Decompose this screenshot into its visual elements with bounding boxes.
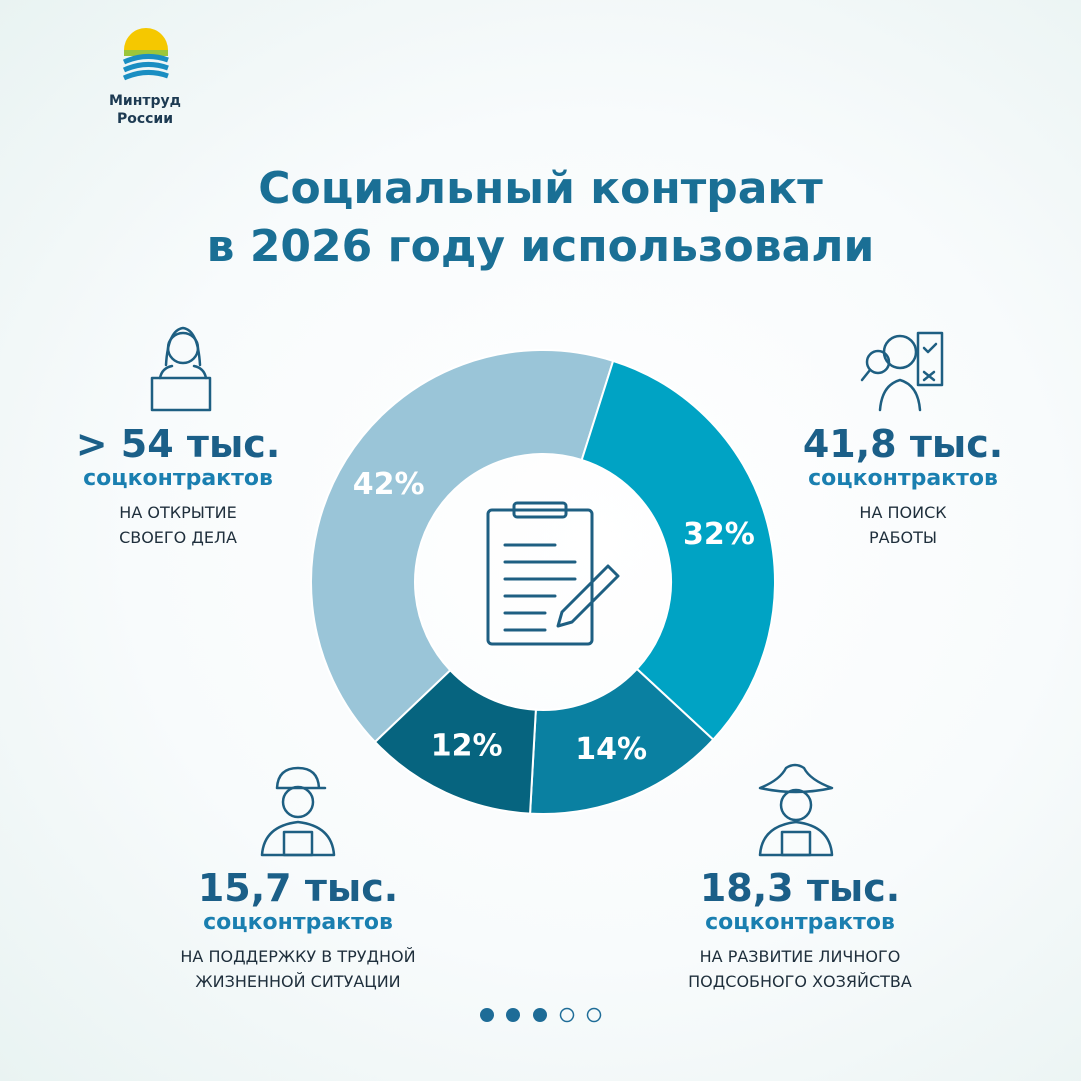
title-line: Социальный контракт bbox=[258, 163, 823, 214]
job-search-icon bbox=[860, 331, 944, 412]
callout: 15,7 тыс. соцконтрактов НА ПОДДЕРЖКУ В ТРУ… bbox=[118, 866, 478, 994]
amount: 15,7 тыс. bbox=[197, 866, 399, 910]
value-label: 12% bbox=[431, 729, 503, 764]
value-label: 14% bbox=[575, 732, 647, 767]
purpose-line: НА ПОИСК bbox=[859, 503, 947, 522]
logo-mark bbox=[122, 28, 169, 81]
purpose-line: ПОДСОБНОГО ХОЗЯЙСТВА bbox=[688, 972, 912, 991]
value-label: 42% bbox=[353, 467, 425, 502]
amount: > 54 тыс. bbox=[75, 422, 281, 466]
purpose-line: РАБОТЫ bbox=[868, 528, 938, 547]
donut-segment bbox=[310, 349, 615, 744]
icons bbox=[150, 326, 944, 857]
purpose: НА РАЗВИТИЕ ЛИЧНОГО ПОДСОБНОГО ХОЗЯЙСТВА bbox=[620, 944, 980, 994]
farmer-icon bbox=[758, 763, 834, 857]
purpose: НА ОТКРЫТИЕ СВОЕГО ДЕЛА bbox=[0, 500, 358, 550]
purpose-line: НА ОТКРЫТИЕ bbox=[119, 503, 237, 522]
unit: соцконтрактов bbox=[808, 466, 998, 491]
worker-icon bbox=[260, 766, 336, 857]
purpose-line: СВОЕГО ДЕЛА bbox=[119, 528, 237, 547]
title: Социальный контракт в 2026 году использо… bbox=[0, 160, 1081, 276]
woman-laptop-icon bbox=[150, 326, 212, 412]
logo-text: Минтруд России bbox=[95, 92, 195, 128]
donut-segment bbox=[373, 668, 537, 815]
callout: > 54 тыс. соцконтрактов НА ОТКРЫТИЕ СВОЕГО … bbox=[0, 422, 358, 550]
donut: 42% 32% 14% 12% bbox=[310, 349, 776, 815]
pagination bbox=[480, 1007, 602, 1023]
unit: соцконтрактов bbox=[203, 910, 393, 935]
logo-line: Минтруд bbox=[109, 93, 181, 109]
unit: соцконтрактов bbox=[705, 910, 895, 935]
callout: 18,3 тыс. соцконтрактов НА РАЗВИТИЕ ЛИЧНОГ… bbox=[620, 866, 980, 994]
document-icon bbox=[486, 501, 620, 646]
purpose: НА ПОДДЕРЖКУ В ТРУДНОЙ ЖИЗНЕННОЙ СИТУАЦИИ bbox=[118, 944, 478, 994]
unit: соцконтрактов bbox=[83, 466, 273, 491]
logo-line: России bbox=[116, 111, 174, 127]
donut-segment bbox=[528, 667, 715, 815]
amount: 18,3 тыс. bbox=[699, 866, 901, 910]
value-label: 32% bbox=[683, 517, 755, 552]
callout: 41,8 тыс. соцконтрактов НА ПОИСК РАБОТЫ bbox=[723, 422, 1081, 550]
title-line: в 2026 году использовали bbox=[206, 221, 875, 272]
purpose-line: ЖИЗНЕННОЙ СИТУАЦИИ bbox=[195, 972, 401, 991]
purpose: НА ПОИСК РАБОТЫ bbox=[723, 500, 1081, 550]
donut-segment bbox=[580, 359, 776, 742]
amount: 41,8 тыс. bbox=[802, 422, 1004, 466]
purpose-line: НА ПОДДЕРЖКУ В ТРУДНОЙ bbox=[180, 947, 416, 966]
purpose-line: НА РАЗВИТИЕ ЛИЧНОГО bbox=[699, 947, 901, 966]
